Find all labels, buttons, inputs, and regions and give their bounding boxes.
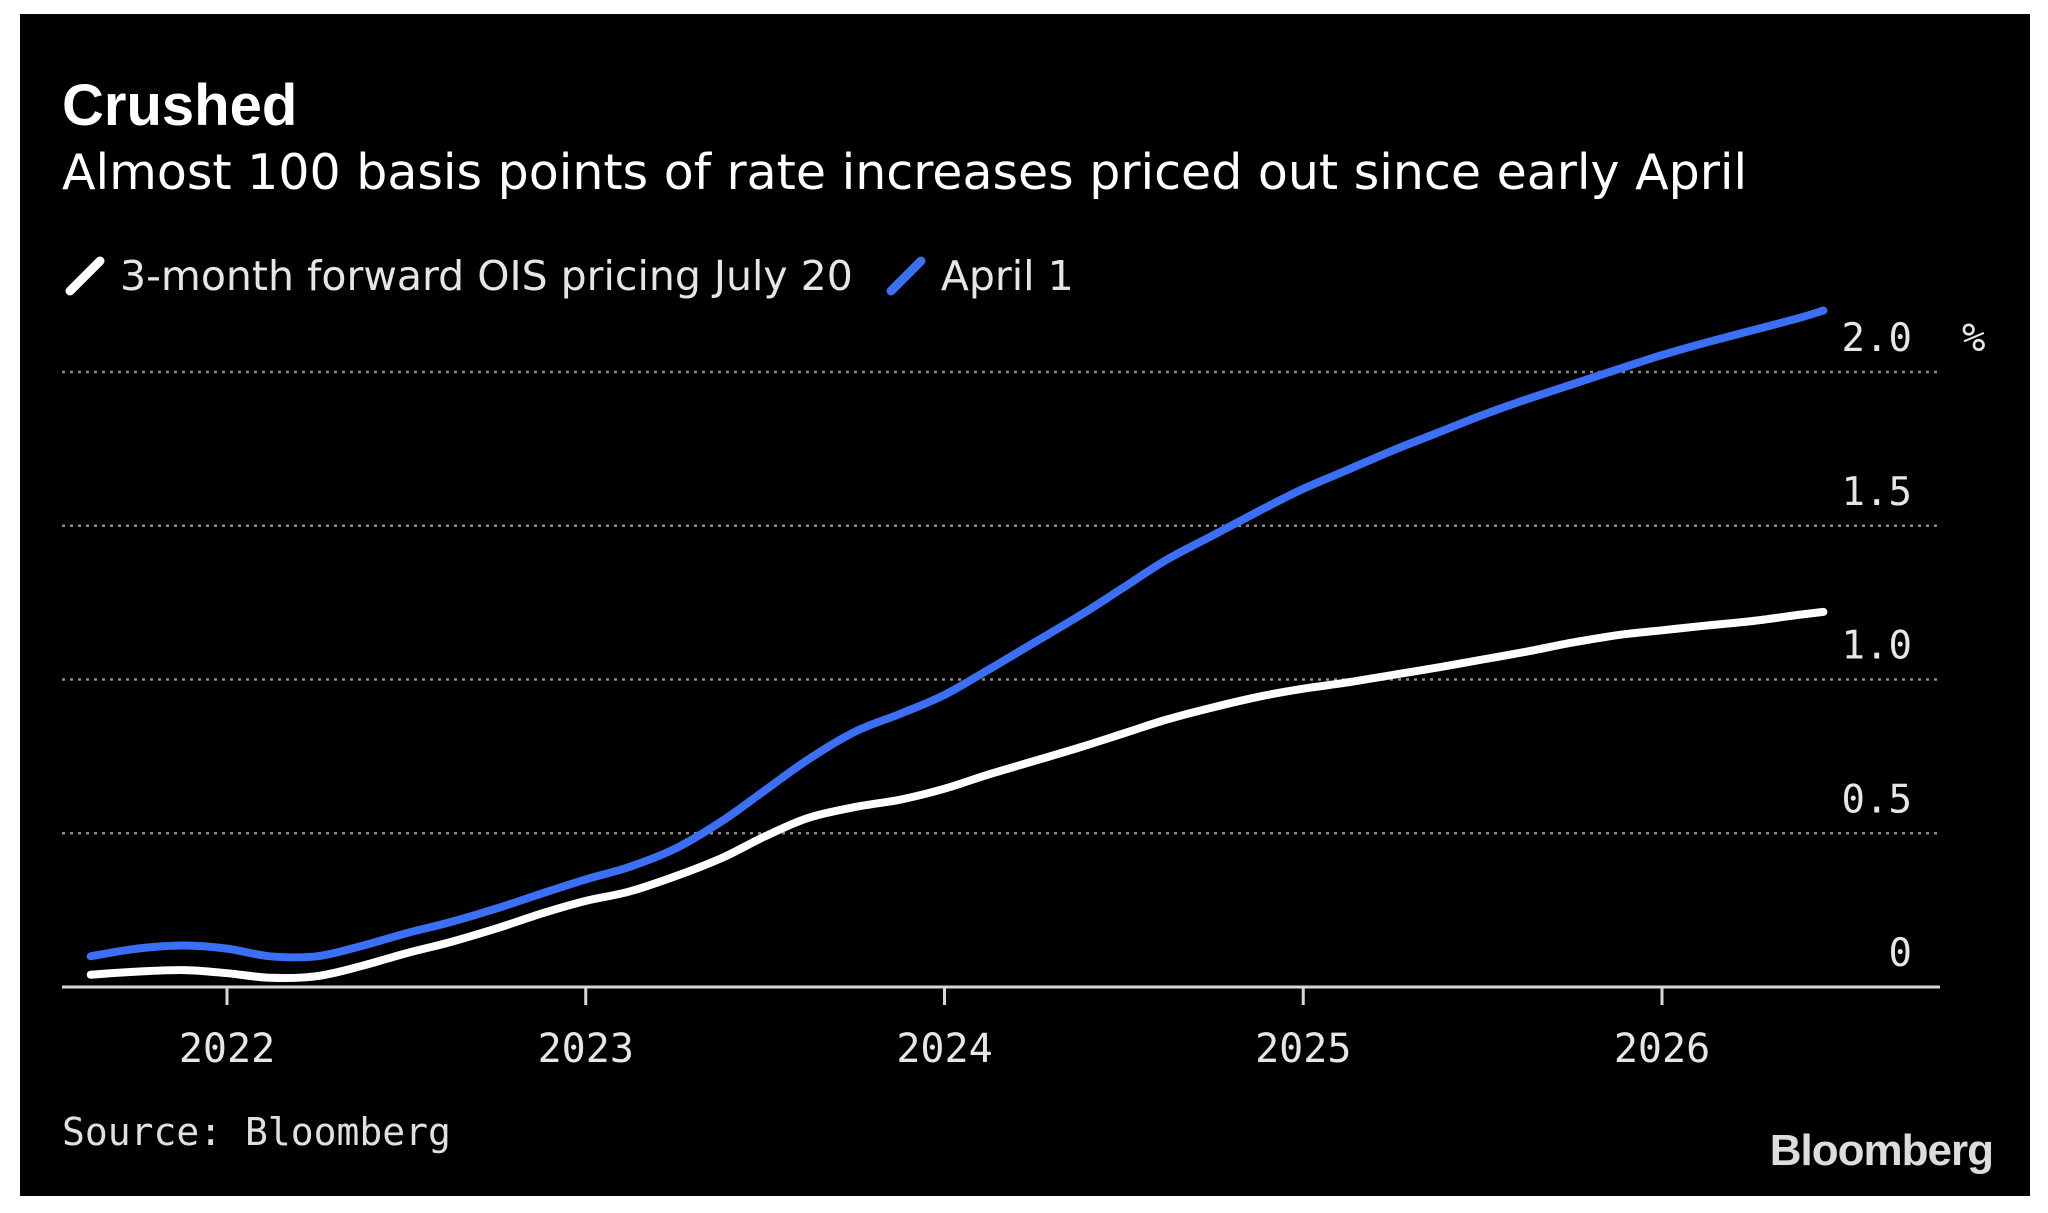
legend-swatch-april1 xyxy=(886,256,926,296)
legend-item-july20: 3-month forward OIS pricing July 20 xyxy=(62,252,853,300)
y-tick-label: 1.5 xyxy=(1842,470,1912,515)
chart-frame xyxy=(20,14,2030,1196)
source-note: Source: Bloomberg xyxy=(62,1110,451,1154)
y-tick-label: 0.5 xyxy=(1842,777,1912,822)
series-line-july20 xyxy=(86,607,1828,983)
y-tick-label: 1.0 xyxy=(1842,624,1912,669)
x-tick-label: 2023 xyxy=(538,1026,634,1072)
chart-subtitle: Almost 100 basis points of rate increase… xyxy=(62,144,1748,201)
x-tick-label: 2024 xyxy=(896,1026,992,1072)
legend-swatch-line xyxy=(65,256,105,296)
series-line-april1 xyxy=(86,306,1828,962)
legend-label-july20: 3-month forward OIS pricing July 20 xyxy=(120,252,853,300)
legend-swatch-july20 xyxy=(65,256,105,296)
x-tick-label: 2026 xyxy=(1614,1026,1710,1072)
legend: 3-month forward OIS pricing July 20 Apri… xyxy=(62,248,1104,304)
y-tick-label: 0 xyxy=(1889,931,1912,976)
legend-label-april1: April 1 xyxy=(940,252,1074,300)
y-tick-label: 2.0 xyxy=(1842,316,1912,361)
x-tick-label: 2022 xyxy=(179,1026,275,1072)
x-tick-label: 2025 xyxy=(1255,1026,1351,1072)
y-unit-label: % xyxy=(1962,316,1985,361)
chart-title: Crushed xyxy=(62,73,298,138)
bloomberg-logo: Bloomberg xyxy=(1769,1126,1994,1175)
legend-swatch-line xyxy=(886,256,926,296)
legend-item-april1: April 1 xyxy=(883,252,1074,300)
